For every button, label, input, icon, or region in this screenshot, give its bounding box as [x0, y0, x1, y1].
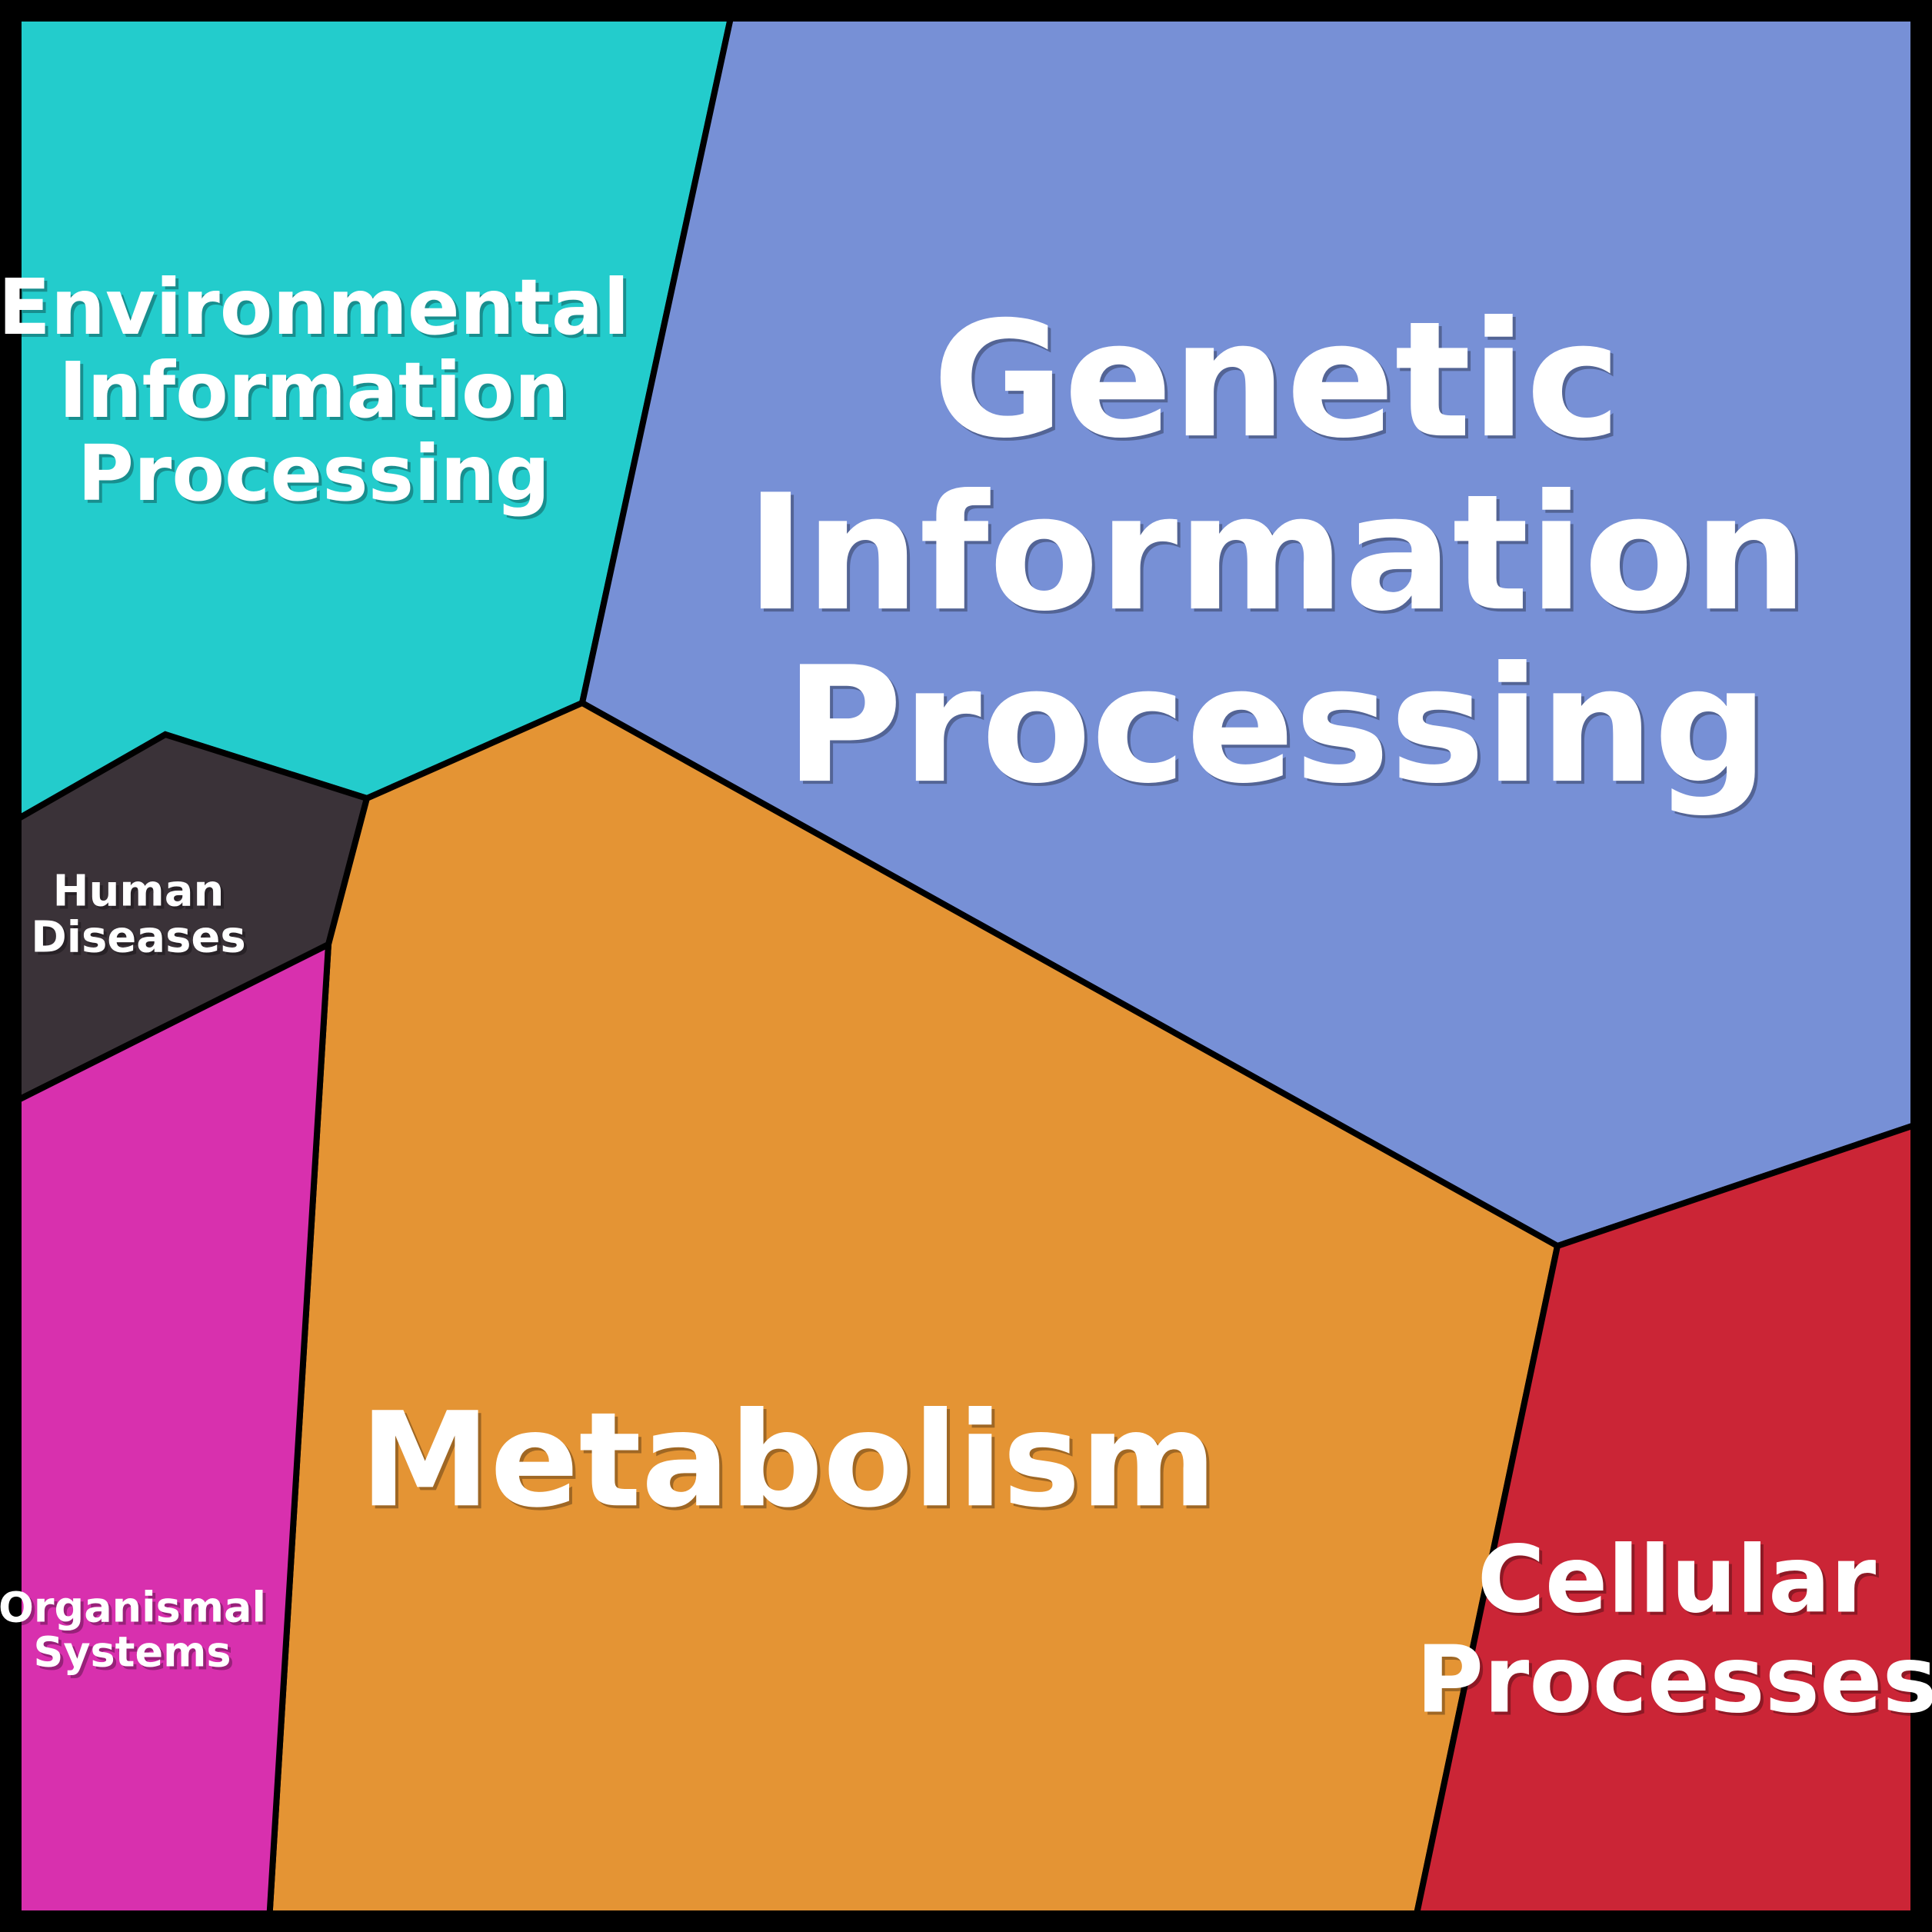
- polygon-layer: [0, 0, 1932, 1932]
- cell-organismal-systems: [11, 944, 328, 1921]
- voronoi-treemap: Environmental Information ProcessingGene…: [0, 0, 1932, 1932]
